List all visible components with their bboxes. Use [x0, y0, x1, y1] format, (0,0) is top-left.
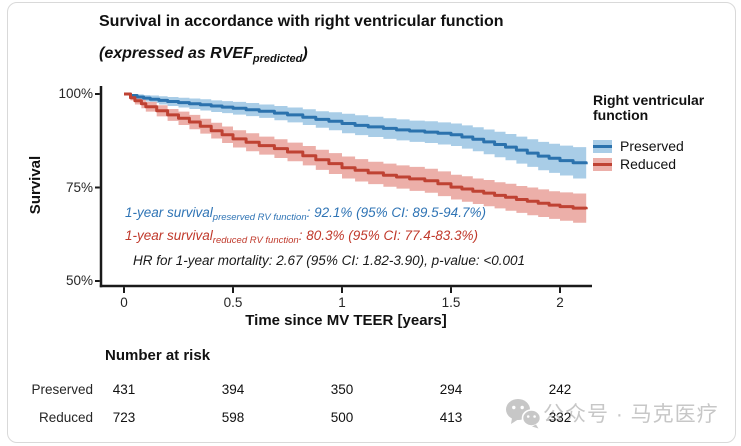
legend-title: Right ventricular function	[593, 92, 705, 123]
risk-count-preserved-t1: 394	[221, 382, 245, 397]
risk-count-preserved-t2: 350	[330, 382, 354, 397]
annotation-preserved: 1-year survivalpreserved RV function: 92…	[125, 205, 486, 223]
legend-items: Preserved Reduced	[593, 137, 738, 173]
risk-count-reduced-t3: 413	[439, 410, 463, 425]
ci-band-reduced	[124, 94, 587, 225]
km-curve-reduced	[124, 92, 588, 210]
legend-swatch-line-reduced	[593, 162, 612, 166]
watermark: 公众号 · 马克医疗	[505, 397, 719, 429]
legend-item-reduced: Reduced	[593, 155, 738, 173]
legend-item-preserved: Preserved	[593, 137, 738, 155]
chart-subtitle-close: )	[302, 45, 308, 62]
annotation-reduced-pre: 1-year survival	[125, 228, 213, 243]
wechat-icon	[506, 399, 541, 429]
annotation-reduced-subscript: reduced RV function	[212, 235, 299, 246]
legend-swatch-preserved	[593, 139, 612, 153]
chart-subtitle: (expressed as RVEFpredicted)	[99, 45, 308, 65]
risk-row-label-reduced: Reduced	[38, 410, 93, 425]
annotation-preserved-subscript: preserved RV function	[212, 212, 307, 223]
legend-label-reduced: Reduced	[620, 156, 677, 172]
annotation-reduced: 1-year survivalreduced RV function: 80.3…	[125, 228, 478, 246]
risk-count-preserved-t0: 431	[112, 382, 136, 397]
watermark-text: 公众号 · 马克医疗	[543, 403, 719, 426]
km-curve-preserved	[124, 92, 588, 165]
chart-subtitle-text: (expressed as RVEF	[99, 45, 253, 62]
risk-count-reduced-t4: 332	[548, 410, 572, 425]
chart-subtitle-subscript: predicted	[252, 53, 303, 65]
annotation-reduced-stat: : 80.3% (95% CI: 77.4-83.3%)	[298, 228, 479, 243]
x-axis-title: Time since MV TEER [years]	[245, 312, 447, 329]
risk-count-reduced-t1: 598	[221, 410, 245, 425]
risk-count-preserved-t4: 242	[548, 382, 572, 397]
risk-count-reduced-t2: 500	[330, 410, 354, 425]
legend-swatch-line-preserved	[593, 144, 612, 148]
legend: Right ventricular function Preserved Redu…	[593, 93, 738, 173]
annotation-preserved-stat: : 92.1% (95% CI: 89.5-94.7%)	[306, 205, 486, 220]
risk-count-reduced-t0: 723	[112, 410, 136, 425]
risk-count-preserved-t3: 294	[439, 382, 463, 397]
annotation-hazard-ratio: HR for 1-year mortality: 2.67 (95% CI: 1…	[133, 253, 526, 268]
risk-table-header: Number at risk	[105, 347, 211, 364]
risk-row-label-preserved: Preserved	[31, 382, 93, 397]
annotation-preserved-pre: 1-year survival	[125, 205, 213, 220]
legend-label-preserved: Preserved	[620, 138, 684, 154]
legend-swatch-reduced	[593, 157, 612, 171]
chart-title: Survival in accordance with right ventri…	[99, 13, 504, 30]
